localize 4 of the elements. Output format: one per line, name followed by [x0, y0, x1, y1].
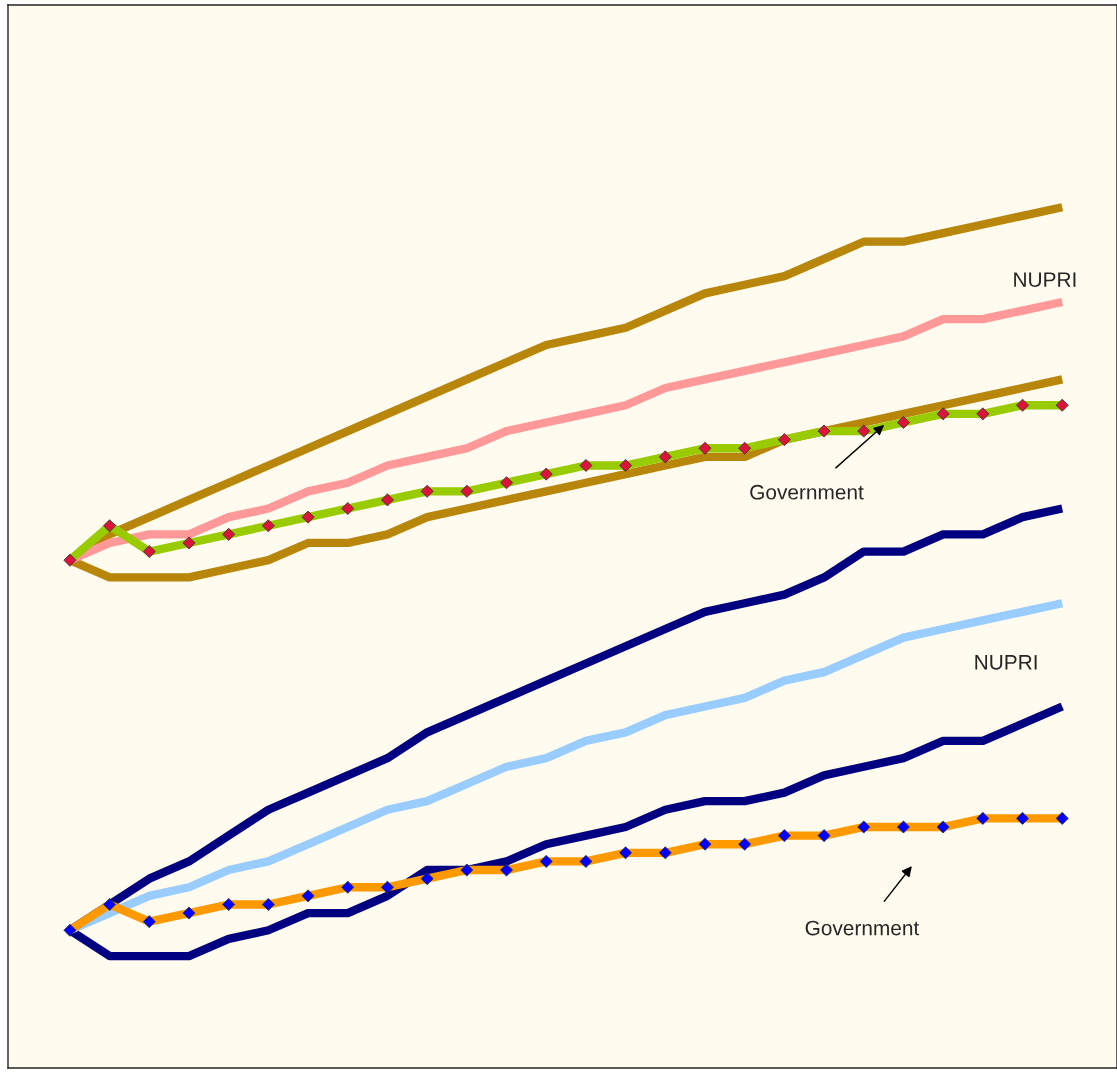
- annotation: Government: [805, 920, 920, 936]
- annotation: NUPRI: [1014, 272, 1076, 287]
- annotation: NUPRI: [975, 655, 1037, 670]
- annotation: Government: [750, 484, 864, 500]
